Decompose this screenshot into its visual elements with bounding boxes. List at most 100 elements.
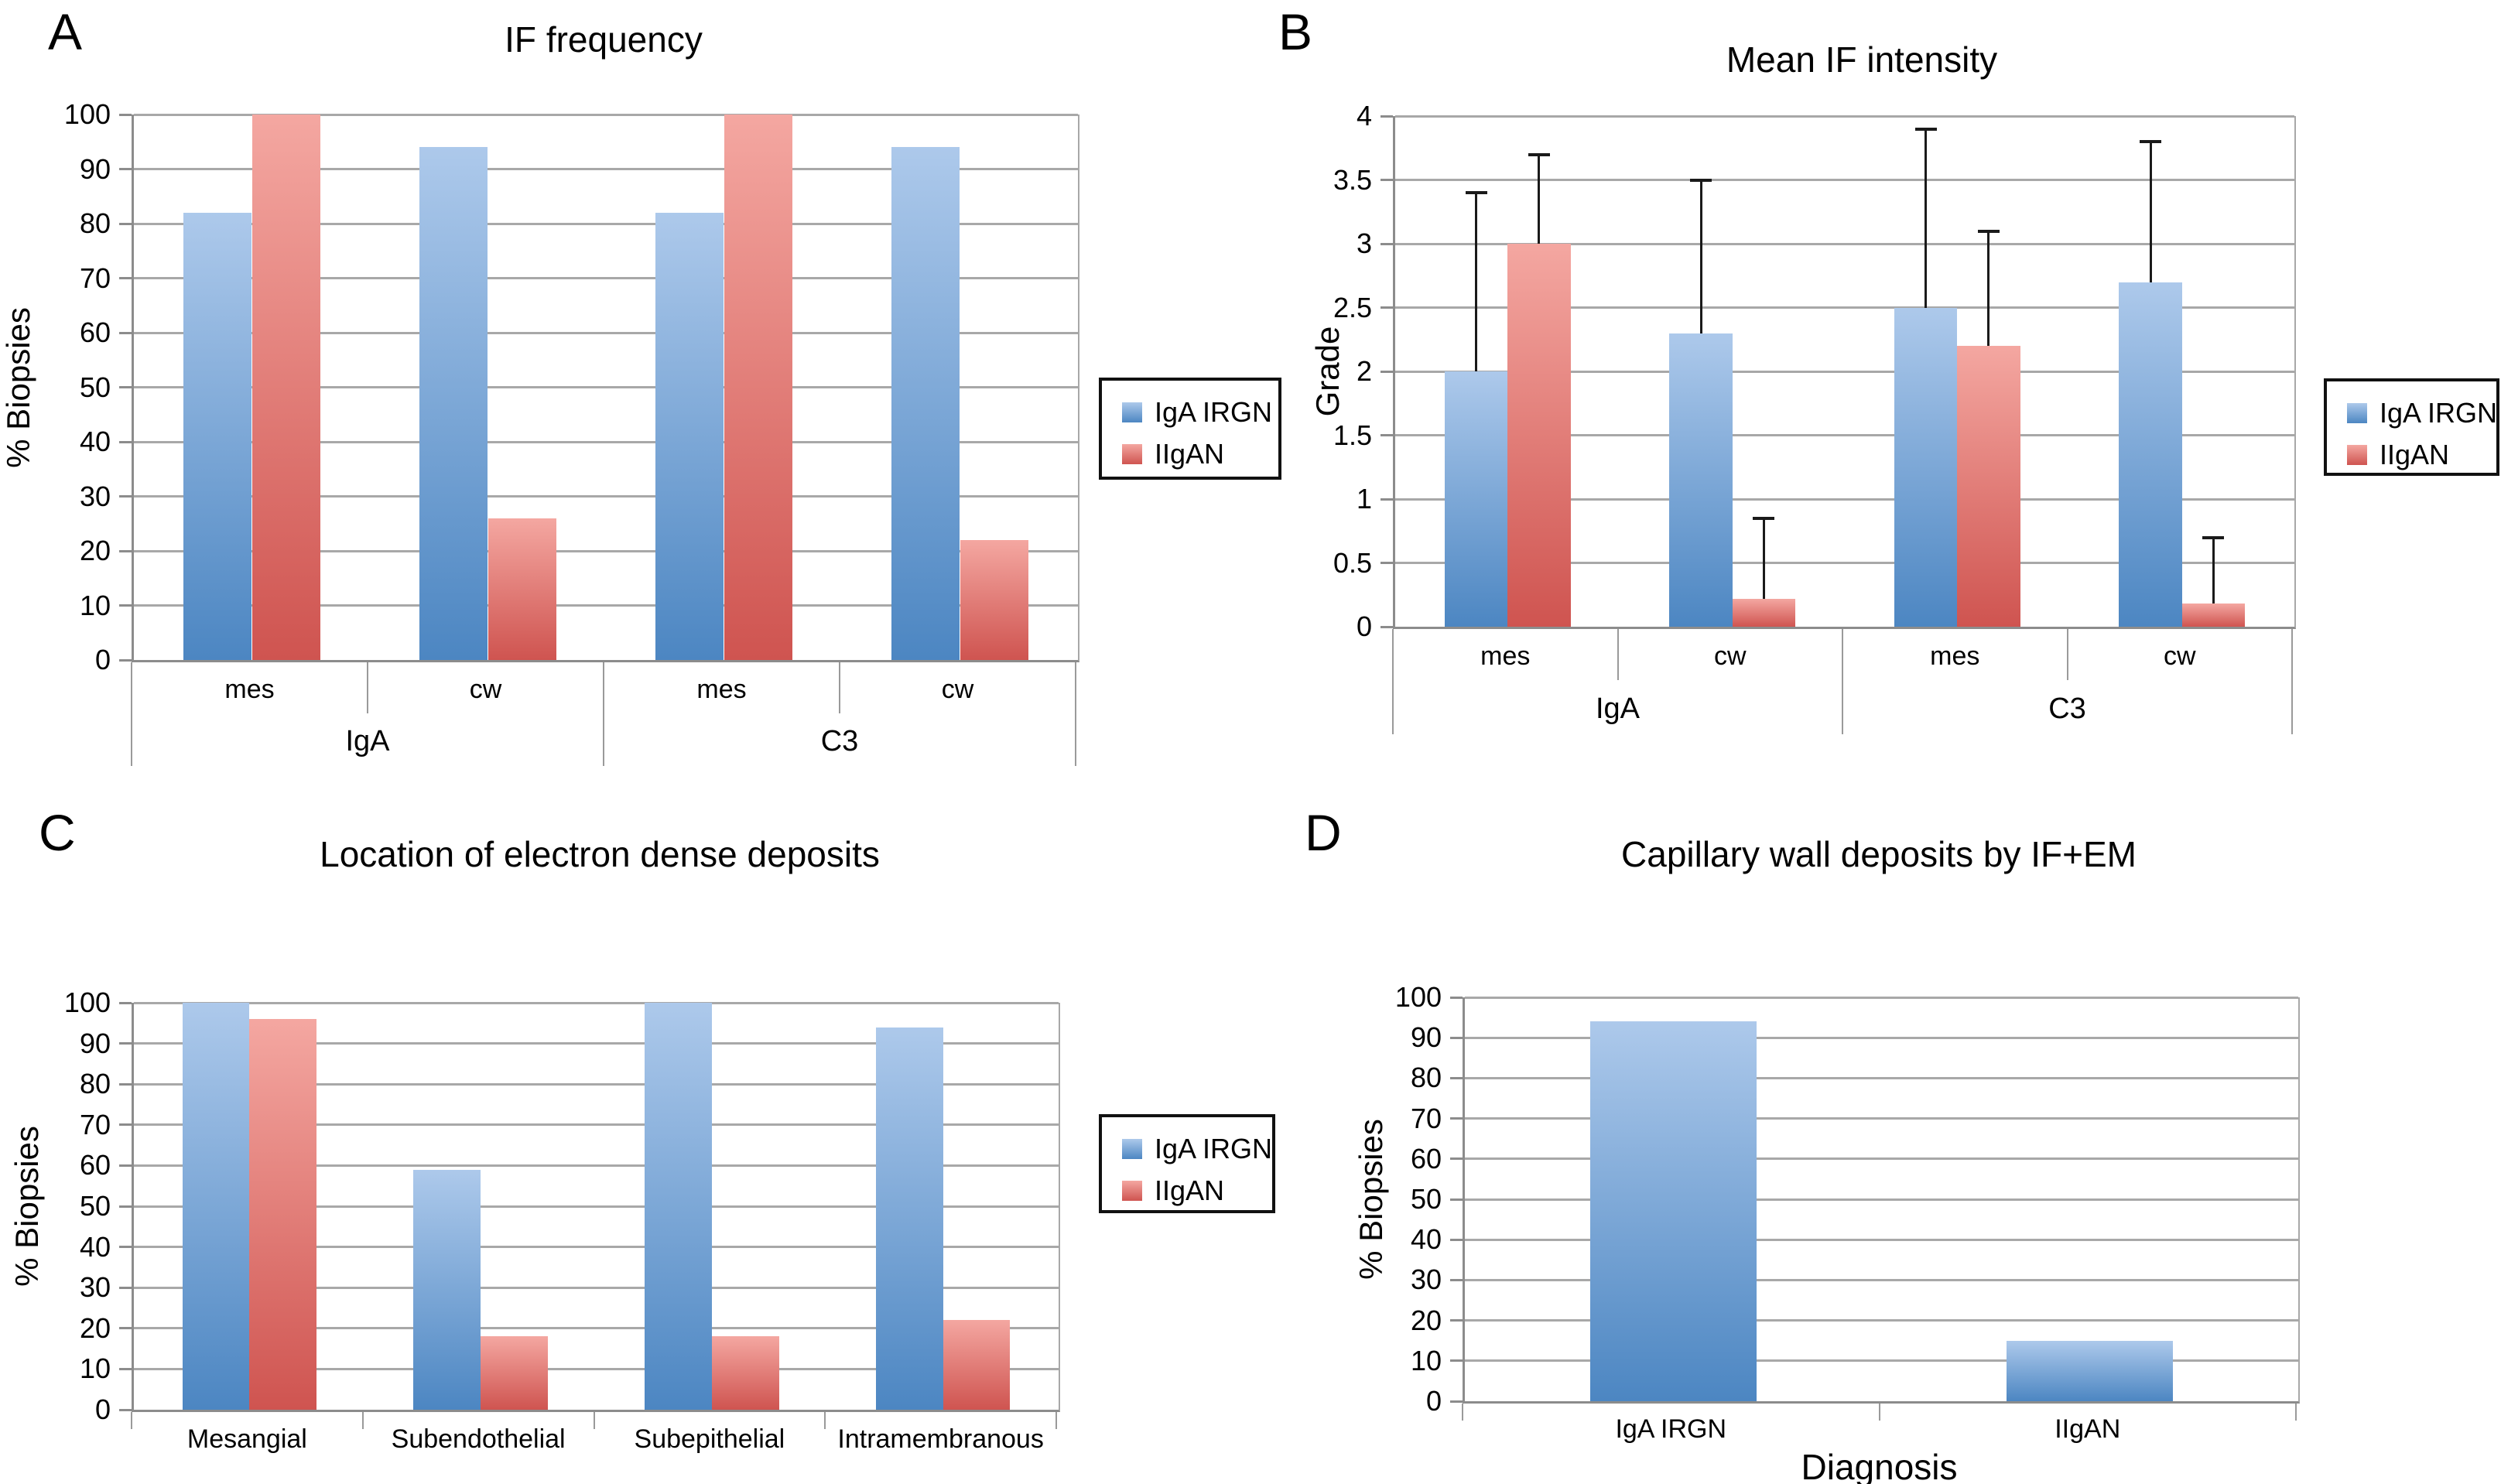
y-axis-tick xyxy=(119,331,132,334)
gridline xyxy=(1395,434,2294,436)
y-axis-label: % Biopsies xyxy=(0,306,36,468)
y-axis-tick xyxy=(119,1286,132,1289)
x-group-label-iga: IgA xyxy=(345,725,390,757)
error-bar-cap xyxy=(1977,229,2000,233)
x-category-label-iigan: IIgAN xyxy=(2055,1414,2121,1444)
legend-label: IIgAN xyxy=(2380,439,2450,470)
y-axis-label: % Biopsies xyxy=(9,1126,45,1287)
x-axis-tick xyxy=(131,1412,132,1429)
y-axis-tick xyxy=(1381,242,1393,245)
y-axis-tick xyxy=(119,495,132,498)
panel-d-capillary-wall-deposits: D Capillary wall deposits by IF+EM 0 10 20 30… xyxy=(1250,742,2501,1484)
legend-label: IIgAN xyxy=(1155,438,1225,470)
y-tick-label: 10 xyxy=(79,1352,111,1385)
bar-iigan-intramembranous xyxy=(943,1320,1011,1410)
gridline xyxy=(134,113,1078,116)
bar-blue-iigan xyxy=(2007,1340,2174,1401)
legend-item-iigan: IIgAN xyxy=(1122,1171,1272,1210)
y-tick-label: 70 xyxy=(1410,1102,1442,1134)
panel-c-electron-dense-deposits: C Location of electron dense deposits 0 10 2… xyxy=(0,742,1275,1484)
y-axis-tick xyxy=(1450,1359,1463,1363)
y-tick-label: 20 xyxy=(79,535,111,566)
legend: IgA IRGN IIgAN xyxy=(1099,378,1281,480)
gridline xyxy=(1395,306,2294,309)
panel-letter-c: C xyxy=(39,804,76,861)
error-bar xyxy=(1925,128,1928,308)
bar-iga-irgn-mes xyxy=(183,212,252,660)
y-tick-label: 90 xyxy=(1410,1021,1442,1054)
panel-letter-d: D xyxy=(1305,804,1342,861)
y-tick-label: 70 xyxy=(79,262,111,294)
gridline xyxy=(134,277,1078,279)
gridline xyxy=(1465,1359,2298,1363)
x-category-label-iga-irgn: IgA IRGN xyxy=(1615,1414,1727,1444)
y-axis-tick xyxy=(119,277,132,279)
legend-label: IgA IRGN xyxy=(1155,1133,1273,1164)
bar-iga-irgn-cw xyxy=(1669,333,1733,627)
y-tick-label: 40 xyxy=(79,426,111,457)
y-axis-tick xyxy=(1450,996,1463,999)
y-tick-label: 0.5 xyxy=(1333,546,1372,579)
bar-iga-irgn-cw xyxy=(2119,282,2182,627)
bar-iigan-cw xyxy=(1732,598,1796,627)
y-axis-tick xyxy=(1450,1036,1463,1039)
gridline xyxy=(134,1001,1059,1004)
gridline xyxy=(134,495,1078,498)
gridline xyxy=(134,1123,1059,1127)
y-axis-tick xyxy=(1450,1076,1463,1079)
legend-swatch-blue xyxy=(1122,402,1142,422)
y-tick-label: 40 xyxy=(79,1230,111,1263)
gridline xyxy=(1395,562,2294,564)
y-tick-label: 50 xyxy=(79,1190,111,1222)
x-category-label-mesangial: Mesangial xyxy=(186,1424,307,1454)
legend-swatch-red xyxy=(2347,445,2367,465)
bar-iigan-subendothelial xyxy=(481,1336,548,1410)
legend-swatch-blue xyxy=(2347,403,2367,423)
error-bar xyxy=(1987,231,1990,346)
x-category-label-cw: cw xyxy=(469,675,502,704)
y-axis-tick xyxy=(1381,625,1393,628)
y-tick-label: 0 xyxy=(94,1393,111,1425)
gridline xyxy=(134,604,1078,607)
error-bar-cap xyxy=(1914,127,1937,131)
x-axis-separator xyxy=(2291,629,2293,734)
panel-b-mean-if-intensity: B Mean IF intensity 0 0.5 1 1.5 2 2.5 3 3.5 4 Grade… xyxy=(1250,0,2501,742)
gridline xyxy=(1465,1117,2298,1120)
plot-area: 0 10 20 30 40 50 60 70 80 90 100 xyxy=(1395,981,2300,1417)
gridline xyxy=(134,440,1078,443)
bar-iigan-mesangial xyxy=(249,1019,316,1410)
y-axis-tick xyxy=(119,168,132,170)
error-bar xyxy=(2212,537,2215,604)
y-tick-label: 100 xyxy=(63,98,111,130)
error-bar-cap xyxy=(1753,516,1775,520)
y-tick-label: 0 xyxy=(94,644,111,675)
legend-item-iigan: IIgAN xyxy=(2347,436,2496,474)
gridline xyxy=(1395,179,2294,181)
y-tick-label: 3 xyxy=(1356,227,1372,259)
bar-iigan-mes xyxy=(724,115,792,660)
x-category-label-mes: mes xyxy=(1930,641,1980,671)
y-axis-tick xyxy=(119,386,132,388)
panel-a-if-frequency: A IF frequency 0 10 20 30 40 50 60 70 80 90 100 % Bio… xyxy=(0,0,1281,766)
y-axis-tick xyxy=(119,1123,132,1127)
y-axis-tick xyxy=(119,1367,132,1370)
y-tick-label: 3.5 xyxy=(1333,163,1372,196)
bar-iga-irgn-mes xyxy=(1894,307,1958,627)
x-axis-title: Diagnosis xyxy=(1801,1447,1958,1484)
y-tick-label: 60 xyxy=(79,316,111,348)
x-category-label-cw: cw xyxy=(941,675,974,704)
gridline xyxy=(1395,370,2294,373)
x-category-label-subendothelial: Subendothelial xyxy=(391,1424,566,1454)
x-axis-tick xyxy=(1878,1404,1880,1421)
gridline xyxy=(134,549,1078,552)
error-bar xyxy=(2149,142,2152,282)
y-axis-tick xyxy=(119,658,132,662)
legend: IgA IRGN IIgAN xyxy=(1099,1114,1275,1213)
y-axis-tick xyxy=(119,604,132,607)
x-axis-area: IgA IRGN IIgAN xyxy=(1462,1404,2297,1484)
panel-letter-b: B xyxy=(1278,3,1313,60)
error-bar xyxy=(1762,518,1765,599)
gridline xyxy=(134,1327,1059,1330)
y-tick-label: 80 xyxy=(1410,1062,1442,1094)
